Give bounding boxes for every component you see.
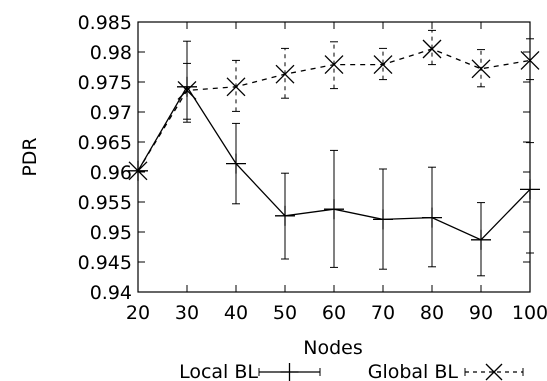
legend: Local BL Global BL: [179, 361, 524, 381]
local-bl-point: [226, 153, 246, 174]
local-bl-point: [422, 207, 442, 228]
y-tick-label: 0.95: [90, 222, 132, 244]
y-tick-label: 0.955: [78, 192, 132, 214]
y-tick-label: 0.985: [78, 12, 132, 34]
global-bl-point: [471, 59, 491, 79]
x-tick-label: 90: [469, 302, 493, 324]
legend-marker: [485, 363, 503, 381]
x-tick-label: 60: [322, 302, 346, 324]
global-bl-error-bar: [379, 47, 387, 81]
global-bl-point: [226, 77, 246, 97]
global-bl-point: [373, 55, 393, 75]
y-axis-title: PDR: [19, 137, 41, 176]
y-tick-label: 0.975: [78, 72, 132, 94]
local-bl-point: [373, 209, 393, 230]
x-tick-label: 40: [224, 302, 248, 324]
legend-item-local-bl: Local BL: [179, 361, 321, 381]
axis-labels: 0.94 0.945 0.95 0.955 0.96 0.965 0.97 0.975 0.98…: [19, 12, 547, 359]
x-tick-label: 30: [175, 302, 199, 324]
local-bl-point: [275, 205, 295, 226]
y-tick-label: 0.96: [90, 162, 132, 184]
y-tick-label: 0.97: [90, 102, 132, 124]
legend-label: Global BL: [368, 361, 459, 381]
x-tick-label: 100: [512, 302, 547, 324]
global-bl-point: [422, 39, 442, 59]
local-bl-point: [324, 199, 344, 220]
legend-item-global-bl: Global BL: [368, 361, 524, 381]
x-tick-label: 20: [126, 302, 150, 324]
x-tick-label: 80: [420, 302, 444, 324]
y-tick-label: 0.98: [90, 42, 132, 64]
x-axis-title: Nodes: [303, 337, 363, 359]
local-bl-point: [520, 179, 540, 200]
axis-ticks: [137, 21, 531, 293]
global-bl-point: [324, 55, 344, 75]
local-bl-point: [471, 229, 491, 250]
y-tick-label: 0.94: [90, 282, 132, 304]
x-tick-label: 70: [371, 302, 395, 324]
global-bl-error-bar: [428, 29, 436, 66]
global-bl-point: [520, 50, 540, 70]
legend-label: Local BL: [179, 361, 258, 381]
y-tick-label: 0.945: [78, 252, 132, 274]
legend-marker: [280, 363, 299, 381]
local-bl-point: [177, 76, 197, 97]
series-markers: [128, 39, 540, 250]
global-bl-error-bar: [526, 38, 534, 81]
x-tick-label: 50: [273, 302, 297, 324]
global-bl-point: [128, 161, 148, 181]
global-bl-error-bar: [330, 41, 338, 90]
global-bl-point: [177, 80, 197, 100]
y-tick-label: 0.965: [78, 132, 132, 154]
global-bl-point: [275, 64, 295, 84]
